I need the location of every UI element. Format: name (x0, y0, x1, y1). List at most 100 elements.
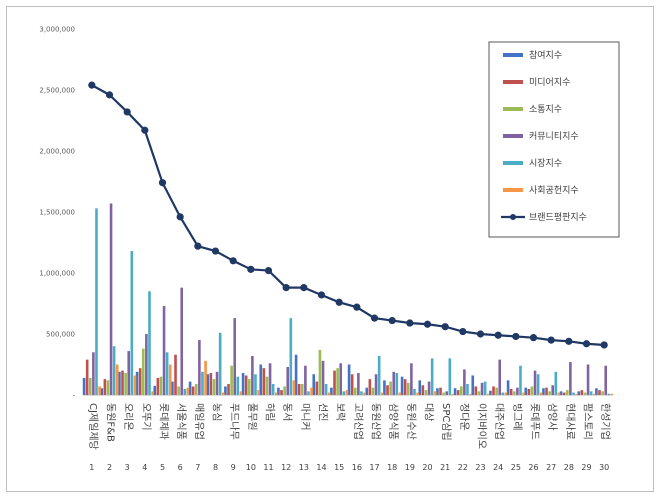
rank-label: 18 (387, 463, 397, 472)
bar (318, 349, 322, 395)
category-label: 고려산업 (352, 403, 365, 440)
bar (559, 391, 563, 395)
legend-label: 커뮤니티지수 (529, 131, 579, 142)
bar (477, 391, 481, 395)
bar (539, 392, 543, 395)
bar (239, 391, 243, 395)
legend-box (488, 41, 620, 238)
bar (135, 371, 139, 395)
category-label: CJ제일제당 (87, 403, 99, 450)
bar (165, 352, 169, 395)
bar (406, 382, 410, 395)
chart-frame: 3,000,000 2,500,000 2,000,000 1,500,000 1,00… (6, 6, 654, 492)
bar (233, 318, 237, 395)
line-point (176, 213, 184, 221)
rank-label: 16 (352, 463, 362, 472)
category-label: 대상 (423, 403, 435, 421)
bar (448, 358, 452, 395)
bar (257, 390, 260, 395)
line-point (547, 336, 555, 344)
y-tick-label: 3,000,000 (39, 26, 75, 34)
category-label: 한성기업 (599, 403, 612, 440)
bar (554, 371, 558, 395)
legend-swatch (503, 134, 523, 138)
rank-label: 22 (458, 463, 468, 472)
category-label: 이지바이오 (476, 403, 488, 449)
line-point (512, 332, 520, 341)
rank-label: 21 (440, 463, 450, 472)
line-point (494, 331, 502, 339)
rank-label: 23 (475, 463, 485, 472)
bar (247, 379, 251, 395)
bar (456, 390, 460, 395)
bar (121, 370, 124, 395)
line-point (423, 320, 432, 328)
bar (212, 379, 216, 395)
bar (501, 392, 505, 395)
bar (604, 365, 608, 395)
bar (436, 388, 439, 395)
line-point (300, 284, 308, 292)
rank-label: 20 (422, 463, 432, 472)
bar (292, 380, 296, 395)
bar (607, 393, 611, 395)
bar (509, 388, 513, 395)
rank-label: 1 (89, 463, 94, 472)
bar (265, 376, 269, 395)
bar (88, 377, 92, 395)
bar (162, 305, 166, 395)
y-tick-label: 1,500,000 (39, 209, 75, 217)
legend-swatch (503, 80, 523, 84)
bar (92, 352, 95, 395)
bar (124, 373, 127, 395)
bar (542, 388, 545, 395)
bar (206, 374, 210, 395)
line-point (105, 91, 114, 99)
line-point (158, 179, 167, 187)
category-label: 농심 (211, 403, 223, 421)
line-point (211, 247, 220, 255)
rank-label: 24 (493, 463, 503, 472)
line-point (441, 323, 449, 331)
bar (345, 390, 349, 395)
bar (504, 392, 508, 395)
rank-label: 7 (195, 463, 200, 472)
category-label: 오뚜기 (140, 403, 152, 431)
bar (342, 391, 346, 395)
line-point (141, 126, 149, 134)
rank-label: 29 (581, 463, 591, 472)
legend-label: 사회공헌지수 (529, 185, 579, 196)
rank-label: 12 (281, 463, 291, 472)
bar (360, 391, 363, 395)
category-label: 하림 (264, 403, 277, 421)
bar (489, 390, 492, 395)
bar (224, 386, 227, 395)
line-point (565, 337, 573, 345)
bar (321, 360, 325, 395)
bar (259, 364, 263, 395)
bar (592, 393, 596, 395)
bar (583, 392, 587, 395)
bar (569, 362, 572, 395)
category-label: 동서 (281, 403, 293, 421)
bar (545, 387, 548, 395)
line-point (194, 242, 202, 250)
bar (103, 379, 107, 395)
legend-label: 브랜드평판지수 (529, 212, 587, 223)
bar (380, 392, 384, 395)
bar (551, 385, 555, 395)
rank-label: 4 (142, 463, 147, 472)
bar (286, 366, 290, 395)
bar (241, 373, 245, 395)
bar (312, 374, 316, 395)
bar (188, 381, 192, 395)
bar (527, 388, 531, 395)
rank-label: 9 (231, 463, 236, 472)
bar (506, 380, 510, 395)
bar (595, 388, 598, 395)
y-tick-label: - (72, 392, 75, 400)
bar (251, 355, 254, 395)
bar (371, 387, 375, 395)
line-series (88, 81, 608, 349)
